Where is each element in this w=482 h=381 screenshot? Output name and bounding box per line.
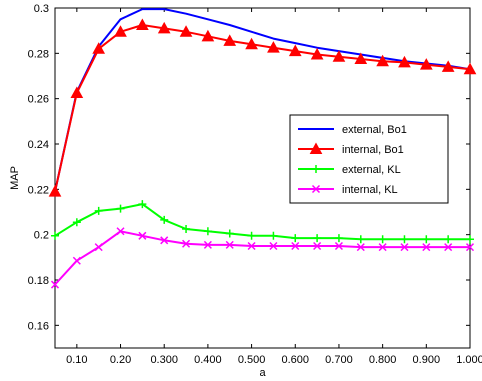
data-point — [356, 235, 365, 244]
data-point — [225, 229, 234, 238]
data-point — [288, 44, 302, 57]
data-point — [116, 227, 125, 236]
data-point — [378, 243, 387, 252]
data-point — [465, 243, 475, 252]
data-point — [291, 234, 300, 243]
data-point — [182, 239, 191, 248]
series-external-bo1 — [54, 8, 471, 192]
data-point — [179, 25, 193, 37]
data-point — [310, 47, 324, 60]
series-external-kl — [51, 200, 474, 244]
x-tick-label: 0.800 — [369, 354, 397, 366]
data-point — [114, 25, 127, 37]
legend-entry-label: external, Bo1 — [342, 124, 407, 136]
x-tick-label: 0.700 — [325, 354, 353, 366]
y-tick-label: 0.16 — [28, 320, 49, 332]
data-point — [70, 86, 84, 98]
legend: external, Bo1 internal, Bo1 external, KL in… — [289, 114, 449, 204]
series-line — [54, 24, 471, 192]
legend-entry-label: external, KL — [342, 164, 401, 176]
legend-marker — [309, 142, 323, 154]
data-point — [48, 185, 62, 197]
data-point — [160, 215, 169, 224]
data-point — [160, 236, 169, 245]
data-point — [463, 62, 477, 75]
legend-entry-label: internal, Bo1 — [342, 144, 404, 156]
data-point — [334, 234, 343, 243]
y-tick-label: 0.18 — [28, 275, 49, 287]
y-tick-label: 0.26 — [28, 94, 49, 106]
data-point — [466, 235, 474, 244]
data-point — [356, 243, 365, 252]
data-point — [400, 235, 409, 244]
data-point — [419, 58, 433, 70]
legend-marker — [312, 165, 320, 173]
data-point — [376, 54, 389, 67]
x-tick-label: 0.400 — [194, 354, 222, 366]
data-point — [400, 243, 409, 252]
data-point — [201, 29, 215, 42]
data-point — [72, 218, 81, 227]
data-point — [247, 241, 256, 251]
x-tick-label: 0.500 — [238, 354, 266, 366]
data-point — [138, 200, 147, 209]
legend-marker — [311, 184, 321, 194]
data-point — [138, 231, 147, 240]
axis-ticks: 0.10 0.20 0.300 0.400 0.500 0.600 0.700 0.800 0.… — [28, 3, 482, 366]
data-point — [136, 18, 149, 30]
data-point — [444, 235, 453, 244]
data-point — [225, 240, 234, 249]
y-tick-label: 0.3 — [34, 3, 49, 15]
data-point — [267, 41, 280, 53]
data-point — [72, 256, 81, 265]
x-tick-label: 0.20 — [110, 354, 131, 366]
x-tick-label: 0.600 — [281, 354, 309, 366]
y-tick-label: 0.28 — [28, 48, 49, 60]
series-line — [54, 8, 471, 192]
data-point — [422, 235, 431, 244]
data-point — [94, 206, 103, 215]
x-axis-label: a — [259, 367, 266, 379]
data-point — [92, 42, 106, 54]
y-tick-label: 0.2 — [34, 230, 49, 242]
data-point — [94, 243, 103, 252]
data-point — [441, 60, 455, 72]
data-point — [444, 243, 453, 252]
data-point — [334, 241, 343, 251]
data-point — [245, 37, 258, 50]
x-tick-label: 0.10 — [66, 354, 87, 366]
data-point — [203, 240, 212, 249]
data-point — [223, 34, 237, 46]
x-tick-label: 0.900 — [413, 354, 441, 366]
x-tick-label: 1.000 — [456, 354, 482, 366]
data-point — [378, 235, 387, 244]
data-point — [203, 227, 212, 236]
data-point — [269, 231, 278, 240]
data-point — [269, 241, 278, 251]
data-point — [398, 55, 411, 68]
data-point — [313, 241, 322, 251]
y-tick-label: 0.22 — [28, 184, 49, 196]
data-point — [354, 52, 368, 64]
data-point — [247, 231, 256, 240]
series-internal-bo1 — [48, 18, 477, 197]
data-point — [116, 204, 125, 213]
data-point — [50, 280, 60, 289]
data-point — [157, 21, 171, 34]
data-point — [422, 243, 431, 252]
data-point — [182, 225, 191, 233]
data-point — [332, 50, 346, 62]
series-internal-kl — [50, 227, 475, 289]
y-axis-label: MAP — [9, 166, 21, 190]
data-point — [291, 241, 300, 251]
x-tick-label: 0.300 — [150, 354, 178, 366]
series-line — [54, 230, 470, 286]
data-point — [51, 231, 59, 240]
legend-entry-label: internal, KL — [342, 184, 398, 196]
series-lines — [48, 8, 477, 289]
data-point — [313, 234, 322, 243]
y-tick-label: 0.24 — [28, 139, 49, 151]
